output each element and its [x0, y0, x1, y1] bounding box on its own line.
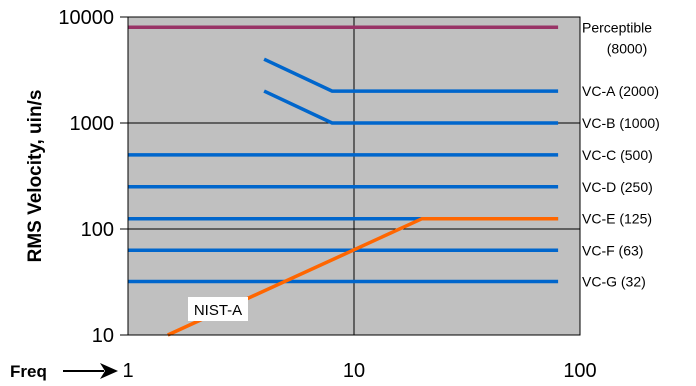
series-line-vc-b-1000	[263, 89, 559, 125]
series-labels: Perceptible (8000) VC-A (2000) VC-B (1000) V…	[188, 19, 660, 321]
series-label-vc-d-250: VC-D (250)	[582, 179, 653, 195]
series-label-vc-a-2000: VC-A (2000)	[582, 83, 659, 99]
series-label-vc-e-125: VC-E (125)	[582, 211, 652, 227]
y-axis-title: RMS Velocity, uin/s	[25, 90, 46, 263]
series-label-nist-a: NIST-A	[194, 302, 242, 319]
series-label-vc-f-63: VC-F (63)	[582, 242, 643, 258]
arrow-icon	[63, 363, 118, 379]
x-tick-label-1: 1	[122, 360, 133, 382]
series-line-nist-a	[167, 216, 559, 337]
series-line-vc-a-2000	[263, 57, 559, 93]
series-label-perceptible-8000: Perceptible	[582, 19, 652, 35]
series-label-vc-g-32: VC-G (32)	[582, 273, 646, 289]
x-axis-title: Freq	[10, 362, 47, 381]
tick-labels: 10 100 1000 10000 1 10 100	[58, 7, 596, 382]
y-tick-label-10: 10	[92, 325, 114, 347]
y-tick-label-1000: 1000	[70, 113, 115, 135]
series-label-vc-b-1000: VC-B (1000)	[582, 115, 660, 131]
series-label-vc-c-500: VC-C (500)	[582, 147, 653, 163]
y-tick-label-100: 100	[81, 219, 114, 241]
y-tick-label-10000: 10000	[58, 7, 114, 29]
series-group	[128, 25, 559, 337]
x-tick-label-100: 100	[563, 360, 596, 382]
nist-label-box	[188, 297, 248, 321]
series-label-perceptible-8000-value: (8000)	[607, 40, 647, 56]
x-tick-label-10: 10	[343, 360, 365, 382]
plot-frame	[127, 16, 581, 336]
